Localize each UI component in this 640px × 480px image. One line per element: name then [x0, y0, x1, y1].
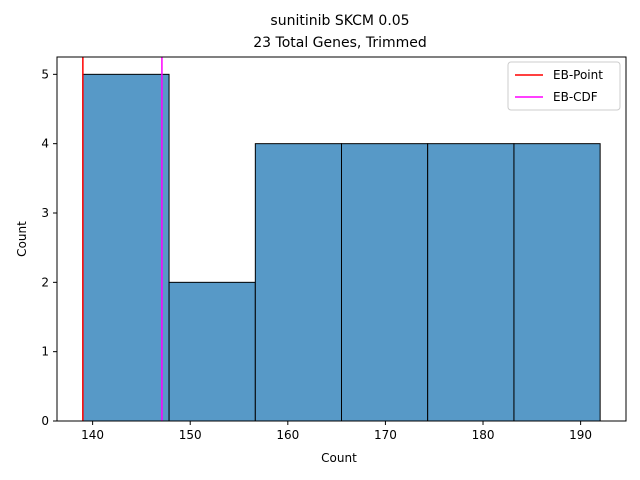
histogram-bar-3	[254, 143, 342, 422]
x-tick-label: 160	[276, 428, 299, 442]
x-tick-label: 140	[81, 428, 104, 442]
legend: EB-Point EB-CDF	[507, 61, 621, 111]
chart-title: sunitinib SKCM 0.05	[270, 13, 409, 29]
x-tick-label: 180	[472, 428, 495, 442]
x-tick-label: 190	[569, 428, 592, 442]
y-tick-label: 3	[41, 206, 49, 220]
y-tick-label: 4	[41, 137, 49, 151]
y-axis-label: Count	[15, 221, 29, 257]
y-tick-label: 1	[41, 345, 49, 359]
legend-label-eb-cdf: EB-CDF	[553, 90, 598, 104]
bars-group	[82, 73, 601, 422]
y-axis-ticks: 0 1 2 3 4 5	[41, 67, 57, 428]
reference-lines-group	[82, 57, 163, 421]
legend-label-eb-point: EB-Point	[553, 68, 603, 82]
x-axis-ticks: 140 150 160 170 180 190	[81, 421, 592, 442]
y-tick-label: 0	[41, 414, 49, 428]
histogram-bar-6	[513, 143, 601, 422]
x-tick-label: 170	[374, 428, 397, 442]
x-axis-label: Count	[321, 451, 357, 465]
legend-box	[507, 61, 621, 111]
histogram-bar-1	[82, 73, 170, 422]
chart-subtitle: 23 Total Genes, Trimmed	[253, 35, 426, 51]
y-tick-label: 2	[41, 275, 49, 289]
histogram-bar-5	[427, 143, 515, 422]
x-tick-label: 150	[179, 428, 202, 442]
histogram-bar-2	[168, 281, 256, 422]
y-tick-label: 5	[41, 67, 49, 81]
plot-frame	[56, 56, 627, 422]
histogram-bar-4	[341, 143, 429, 422]
